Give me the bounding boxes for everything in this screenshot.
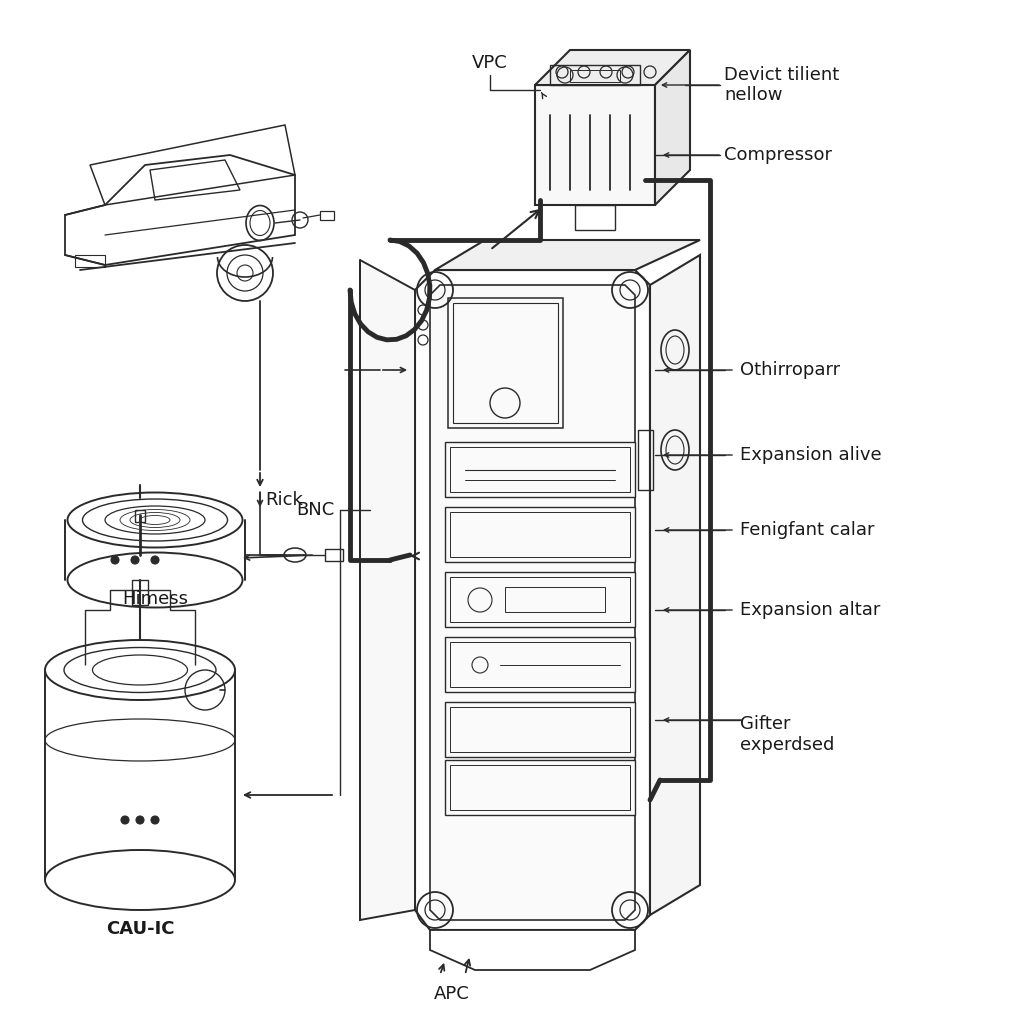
Text: Compressor: Compressor bbox=[724, 146, 831, 164]
Text: Devict tilient
nellow: Devict tilient nellow bbox=[724, 66, 840, 104]
Bar bbox=[575, 205, 615, 230]
Text: Gifter
experdsed: Gifter experdsed bbox=[740, 715, 835, 754]
Polygon shape bbox=[650, 255, 700, 915]
Bar bbox=[135, 510, 145, 522]
Text: CAU-IC: CAU-IC bbox=[105, 920, 174, 938]
Bar bbox=[453, 303, 558, 423]
Circle shape bbox=[111, 556, 119, 564]
Text: VPC: VPC bbox=[472, 54, 508, 72]
Polygon shape bbox=[535, 50, 690, 85]
Polygon shape bbox=[430, 285, 635, 920]
Bar bbox=[450, 577, 630, 622]
Text: Expansion altar: Expansion altar bbox=[740, 601, 881, 618]
Bar bbox=[445, 760, 635, 815]
Text: BNC: BNC bbox=[297, 501, 335, 519]
Bar bbox=[445, 507, 635, 562]
Bar bbox=[319, 211, 334, 220]
Polygon shape bbox=[430, 930, 635, 970]
Bar bbox=[450, 765, 630, 810]
Bar bbox=[638, 430, 653, 490]
Circle shape bbox=[136, 816, 144, 824]
Bar bbox=[505, 587, 605, 612]
Text: Fenigfant calar: Fenigfant calar bbox=[740, 521, 874, 539]
Text: Himess: Himess bbox=[122, 590, 188, 608]
Text: Othirroparr: Othirroparr bbox=[740, 361, 840, 379]
Bar bbox=[450, 707, 630, 752]
Bar bbox=[450, 512, 630, 557]
Polygon shape bbox=[435, 240, 700, 270]
Bar bbox=[570, 70, 620, 82]
Polygon shape bbox=[655, 50, 690, 205]
Bar bbox=[445, 572, 635, 627]
Polygon shape bbox=[360, 260, 415, 920]
Bar bbox=[550, 65, 640, 85]
Bar bbox=[450, 642, 630, 687]
Bar bbox=[445, 702, 635, 757]
Bar bbox=[445, 442, 635, 497]
Text: Rick: Rick bbox=[265, 490, 303, 509]
Circle shape bbox=[151, 816, 159, 824]
Circle shape bbox=[131, 556, 139, 564]
Bar bbox=[450, 447, 630, 492]
Polygon shape bbox=[535, 85, 655, 205]
Circle shape bbox=[151, 556, 159, 564]
Circle shape bbox=[121, 816, 129, 824]
Bar bbox=[449, 298, 563, 428]
Polygon shape bbox=[415, 270, 650, 930]
Bar bbox=[75, 255, 105, 267]
Bar bbox=[132, 580, 148, 605]
Text: Expansion alive: Expansion alive bbox=[740, 446, 882, 464]
Bar bbox=[325, 549, 343, 561]
Bar bbox=[445, 637, 635, 692]
Text: APC: APC bbox=[434, 985, 470, 1002]
